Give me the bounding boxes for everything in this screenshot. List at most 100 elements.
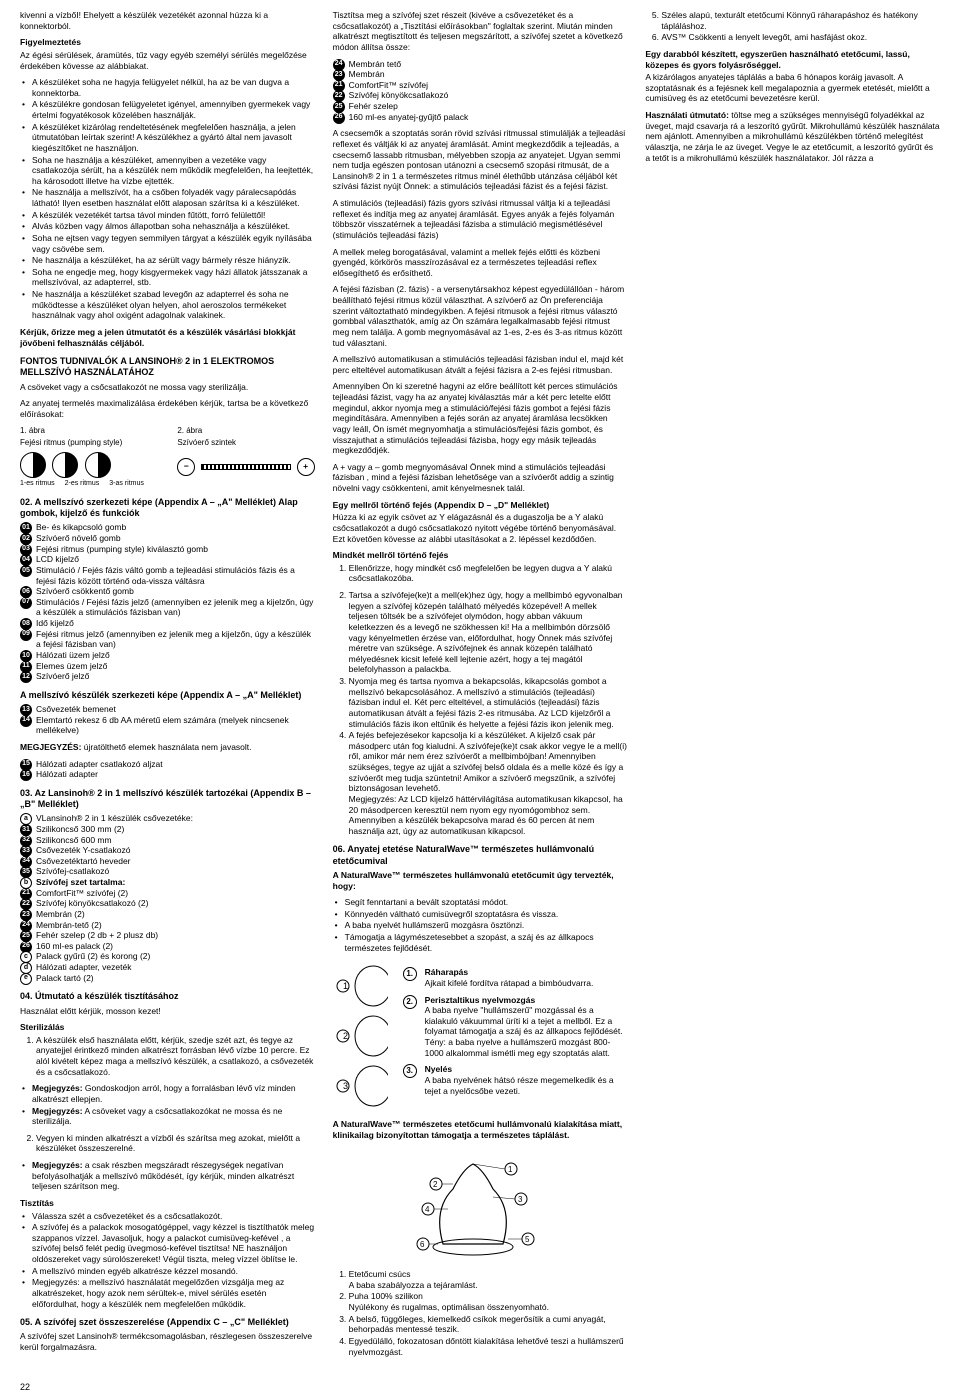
nipple-point: Etetőcumi csúcs A baba szabályozza a tej… — [349, 1269, 628, 1290]
sec02-title: 02. A mellszívó szerkezeti képe (Appendi… — [20, 497, 315, 520]
numbered-item: 06Szívóerő csökkentő gomb — [20, 586, 315, 597]
nipple-illustration: 2 1 4 3 6 5 — [333, 1149, 613, 1259]
usage-para: Használati útmutató: töltse meg a szüksé… — [645, 110, 940, 163]
nipple-diagram: 2 1 4 3 6 5 — [333, 1149, 628, 1262]
rhythm-icon-3 — [85, 452, 111, 478]
sec06-title: 06. Anyatej etetése NaturalWave™ termész… — [333, 844, 628, 867]
svg-text:5: 5 — [525, 1235, 530, 1244]
numbered-item: 23Membrán (2) — [20, 909, 315, 920]
both-list: Ellenőrizze, hogy mindkét cső megfelelőe… — [333, 563, 628, 584]
steril-list-1: A készülék első használata előtt, kérjük… — [20, 1035, 315, 1078]
list-item: Segít fenntartani a bevált szoptatási mó… — [333, 897, 628, 908]
numbered-item: 35Szívófej-csatlakozó — [20, 866, 315, 877]
important-p1: A csöveket vagy a csőcsatlakozót ne moss… — [20, 382, 315, 393]
numbered-item: 33Csővezeték Y-csatlakozó — [20, 845, 315, 856]
sec06-p1: A NaturalWave™ természetes etetőcumi hul… — [333, 1119, 628, 1140]
numbered-item: 24Membrán-tető (2) — [20, 920, 315, 931]
numbered-item: 03Fejési ritmus (pumping style) kiválasz… — [20, 544, 315, 555]
sec05-p2: Tisztítsa meg a szívófej szet részeit (k… — [333, 10, 628, 53]
numbered-item: 09Fejési ritmus jelző (amennyiben ez jel… — [20, 629, 315, 650]
rhythm-icon-2 — [52, 452, 78, 478]
numbered-item: 15Hálózati adapter csatlakozó aljzat — [20, 759, 315, 770]
numbered-item: 31Szilikoncső 300 mm (2) — [20, 824, 315, 835]
item-number-icon: 26 — [333, 112, 345, 124]
list-item: A fejés befejezésekor kapcsolja ki a kés… — [349, 730, 628, 836]
numbered-item: bSzívófej szet tartalma: — [20, 877, 315, 888]
sec06b-p: A kizárólagos anyatejes táplálás a baba … — [645, 72, 940, 104]
sec06-sub: A NaturalWave™ természetes hullámvonalú … — [333, 870, 628, 891]
nipple-point: Puha 100% szilikon Nyúlékony és rugalmas… — [349, 1291, 628, 1312]
page-content: kivenni a vízbőI! Ehelyett a készülék ve… — [20, 10, 940, 1370]
sec03-title: 03. Az Lansinoh® 2 in 1 mellszívó készül… — [20, 788, 315, 811]
sec02-list: 01Be- és kikapcsoló gomb02Szívóerő növel… — [20, 522, 315, 681]
numbered-item: 05Stimuláció / Fejés fázis váltó gomb a … — [20, 565, 315, 586]
sec05-p1: A szívófej szet Lansinoh® termékcsomagol… — [20, 1331, 315, 1352]
numbered-item: 16Hálózati adapter — [20, 769, 315, 780]
plus-icon: + — [297, 458, 315, 476]
note-text: újratölthető elemek használata nem javas… — [84, 742, 252, 752]
numbered-item: 23Membrán — [333, 69, 628, 80]
numbered-item: aVLansinoh® 2 in 1 készülék csővezetéke: — [20, 813, 315, 824]
numbered-item: 25Fehér szelep — [333, 101, 628, 112]
numbered-item: 25Fehér szelep (2 db + 2 plusz db) — [20, 930, 315, 941]
list-item: Válassza szét a csővezetéket és a csőcsa… — [20, 1211, 315, 1222]
keep-note: Kérjük, őrizze meg a jelen útmutatót és … — [20, 327, 315, 348]
warning-intro: Az égési sérülések, áramütés, tűz vagy e… — [20, 50, 315, 71]
usage-title: Használati útmutató: — [645, 110, 729, 120]
sec05-p9: A + vagy a – gomb megnyomásával Önnek mi… — [333, 462, 628, 494]
minus-icon: − — [177, 458, 195, 476]
list-item: Alvás közben vagy álmos állapotban soha … — [20, 221, 315, 232]
numbered-item: dHálózati adapter, vezeték — [20, 962, 315, 973]
sec04-title: 04. Útmutató a készülék tisztításához — [20, 991, 315, 1002]
teat-item: 2.Perisztaltikus nyelvmozgásA baba nyelv… — [403, 995, 628, 1059]
figure-row: 1. ábra Fejési ritmus (pumping style) 1-… — [20, 426, 315, 489]
teat-diagram: 1 2 3 1.RáharapásAjkait kifelé fordítva … — [333, 961, 628, 1111]
nipple-point: A belső, függőleges, kiemelkedő csíkok m… — [349, 1314, 628, 1335]
sec05-parts: 24Membrán tető23Membrán21ComfortFit™ szí… — [333, 59, 628, 123]
svg-text:4: 4 — [425, 1205, 430, 1214]
list-item: Megjegyzés: A csöveket vagy a csőcsatlak… — [20, 1106, 315, 1127]
item-number-icon: 07 — [20, 597, 32, 609]
numbered-item: 12Szívóerő jelző — [20, 671, 315, 682]
important-p2: Az anyatej termelés maximalizálása érdek… — [20, 398, 315, 419]
sec05-p6: A fejési fázisban (2. fázis) - a verseny… — [333, 284, 628, 348]
lead-paragraph: kivenni a vízbőI! Ehelyett a készülék ve… — [20, 10, 315, 31]
nipple-point: Egyedülálló, fokozatosan dőntött kialakí… — [349, 1336, 628, 1357]
numbered-item: ePalack tartó (2) — [20, 973, 315, 984]
steril-bullets-1: Megjegyzés: Gondoskodjon arról, hogy a f… — [20, 1083, 315, 1127]
svg-text:3: 3 — [518, 1195, 523, 1204]
numbered-item: 07Stimulációs / Fejési fázis jelző (amen… — [20, 597, 315, 618]
list-item: Megjegyzés: Gondoskodjon arról, hogy a f… — [20, 1083, 315, 1104]
steril-bullets-2: Megjegyzés: a csak részben megszáradt ré… — [20, 1160, 315, 1192]
page-number: 22 — [20, 1382, 940, 1393]
numbered-item: 11Elemes üzem jelző — [20, 661, 315, 672]
figure-2: 2. ábra Szívóerő szintek − + — [177, 426, 314, 476]
numbered-item: 32Szilikoncső 600 mm — [20, 835, 315, 846]
note-line: MEGJEGYZÉS: újratölthető elemek használa… — [20, 742, 315, 753]
nipple-point: AVS™ Csökkenti a lenyelt levegőt, ami ha… — [661, 32, 940, 43]
numbered-item: 13Csővezeték bemenet — [20, 704, 315, 715]
item-number-icon: 16 — [20, 769, 32, 781]
list-item: A készüléket kizárólag rendeltetésének m… — [20, 122, 315, 154]
fig1-label: 1. ábra — [20, 426, 157, 436]
teat-item: 3.NyelésA baba nyelvének hátsó része meg… — [403, 1064, 628, 1096]
numbered-item: 24Membrán tető — [333, 59, 628, 70]
sec05-title: 05. A szívófej szet összeszerelése (Appe… — [20, 1317, 315, 1328]
col3-steps: Tartsa a szívófeje(ke)t a mell(ek)hez úg… — [333, 590, 628, 836]
numbered-item: 26160 ml-es anyatej-gyűjtő palack — [333, 112, 628, 123]
list-item: Támogatja a lágymészetesebbet a szopást,… — [333, 932, 628, 953]
list-item: Vegyen ki minden alkatrészt a vízből és … — [36, 1133, 315, 1154]
warning-title: Figyelmeztetés — [20, 37, 315, 48]
sec02c-list: 15Hálózati adapter csatlakozó aljzat16Há… — [20, 759, 315, 780]
svg-text:2: 2 — [433, 1180, 438, 1189]
item-number-icon: 09 — [20, 629, 32, 641]
nipple-point: Széles alapú, texturált etetőcumi Könnyű… — [661, 10, 940, 31]
list-item: A készülék első használata előtt, kérjük… — [36, 1035, 315, 1078]
list-item: A szívófej és a palackok mosogatógéppel,… — [20, 1222, 315, 1265]
list-item: A baba nyelvét hullámszerű mozgásra öszt… — [333, 920, 628, 931]
clean-title: Tisztítás — [20, 1198, 315, 1209]
fig2-caption: Szívóerő szintek — [177, 438, 314, 448]
numbered-item: 34Csővezetéktartó heveder — [20, 856, 315, 867]
important-title: FONTOS TUDNIVALÓK A LANSINOH® 2 in 1 ELE… — [20, 356, 315, 379]
note-label: MEGJEGYZÉS: — [20, 742, 81, 752]
